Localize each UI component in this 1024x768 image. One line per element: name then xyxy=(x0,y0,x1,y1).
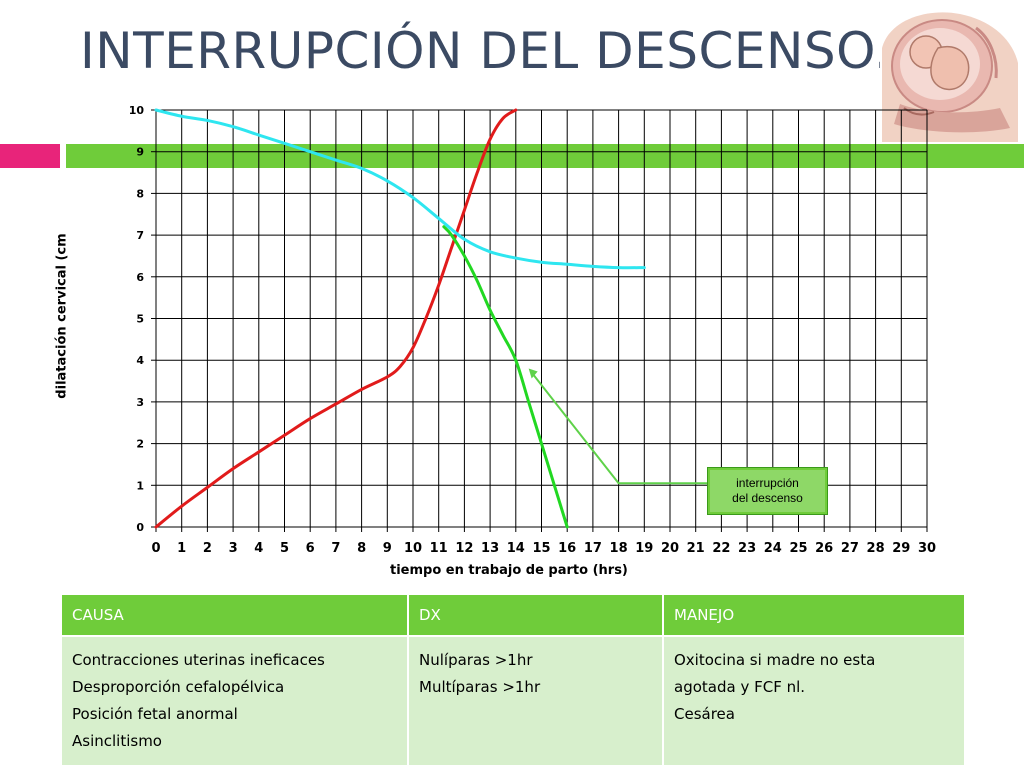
x-tick-label: 30 xyxy=(918,541,936,556)
table-cell-causa: Contracciones uterinas ineficaces Despro… xyxy=(60,635,409,767)
table-header-dx: DX xyxy=(407,593,664,637)
table-header-manejo: MANEJO xyxy=(662,593,966,637)
x-tick-label: 7 xyxy=(331,541,340,556)
y-tick-label: 2 xyxy=(136,438,144,451)
cell-line: Oxitocina si madre no esta xyxy=(674,651,876,669)
chart-y-axis-label: dilatación cervical (cm xyxy=(54,233,70,399)
x-tick-label: 22 xyxy=(712,541,730,556)
y-tick-label: 0 xyxy=(136,521,144,534)
y-tick-label: 9 xyxy=(136,146,144,159)
cell-line: Desproporción cefalopélvica xyxy=(72,678,285,696)
x-tick-label: 16 xyxy=(558,541,576,556)
cell-line: Nulíparas >1hr xyxy=(419,651,533,669)
y-tick-label: 1 xyxy=(136,479,144,492)
table-row: Contracciones uterinas ineficaces Despro… xyxy=(60,635,966,767)
table-header-causa: CAUSA xyxy=(60,593,409,637)
causes-table: CAUSA DX MANEJO Contracciones uterinas i… xyxy=(60,593,966,767)
slide-title: INTERRUPCIÓN DEL DESCENSO. xyxy=(80,22,891,80)
x-tick-label: 27 xyxy=(841,541,859,556)
x-tick-label: 14 xyxy=(507,541,525,556)
table-cell-manejo: Oxitocina si madre no esta agotada y FCF… xyxy=(662,635,966,767)
x-tick-label: 23 xyxy=(738,541,756,556)
annotation-connector xyxy=(530,371,707,485)
x-tick-label: 17 xyxy=(584,541,602,556)
y-tick-label: 7 xyxy=(136,229,144,242)
pink-accent-bar xyxy=(0,144,60,168)
y-tick-label: 8 xyxy=(136,187,144,200)
annotation-box: interrupción del descenso xyxy=(707,467,828,515)
x-tick-label: 21 xyxy=(687,541,705,556)
x-tick-label: 4 xyxy=(254,541,263,556)
table-cell-dx: Nulíparas >1hr Multíparas >1hr xyxy=(407,635,664,767)
x-tick-label: 18 xyxy=(610,541,628,556)
annotation-label-line1: interrupción xyxy=(736,476,799,490)
labor-chart: 0 1 2 3 4 5 6 7 8 9 10 11 12 13 14 15 16 17 18 19 20 21 22 23 24… xyxy=(129,104,936,556)
x-tick-label: 11 xyxy=(430,541,448,556)
y-tick-label: 3 xyxy=(136,396,144,409)
table-header-row: CAUSA DX MANEJO xyxy=(60,593,966,637)
x-tick-label: 2 xyxy=(203,541,212,556)
x-tick-label: 19 xyxy=(635,541,653,556)
y-tick-label: 10 xyxy=(129,104,145,117)
cell-line: Cesárea xyxy=(674,705,735,723)
x-tick-label: 12 xyxy=(455,541,473,556)
cell-line: Multíparas >1hr xyxy=(419,678,541,696)
green-accent-bar xyxy=(66,144,1024,168)
x-tick-label: 25 xyxy=(789,541,807,556)
x-tick-label: 6 xyxy=(306,541,315,556)
cell-line: Asinclitismo xyxy=(72,732,162,750)
y-tick-label: 6 xyxy=(136,271,144,284)
chart-x-axis-label: tiempo en trabajo de parto (hrs) xyxy=(390,563,628,578)
y-tick-label: 5 xyxy=(136,313,144,326)
x-tick-label: 13 xyxy=(481,541,499,556)
cell-line: agotada y FCF nl. xyxy=(674,678,806,696)
x-tick-label: 20 xyxy=(661,541,679,556)
annotation-label-line2: del descenso xyxy=(732,491,803,505)
y-tick-label: 4 xyxy=(136,354,144,367)
x-tick-label: 8 xyxy=(357,541,366,556)
x-tick-label: 26 xyxy=(815,541,833,556)
x-tick-label: 9 xyxy=(383,541,392,556)
x-tick-label: 1 xyxy=(177,541,186,556)
series-line-3 xyxy=(442,225,569,529)
x-tick-label: 28 xyxy=(867,541,885,556)
series-line-2 xyxy=(154,108,646,270)
x-tick-label: 0 xyxy=(151,541,160,556)
x-tick-label: 5 xyxy=(280,541,289,556)
x-tick-label: 24 xyxy=(764,541,782,556)
cell-line: Posición fetal anormal xyxy=(72,705,238,723)
x-tick-label: 15 xyxy=(532,541,550,556)
x-tick-label: 10 xyxy=(404,541,422,556)
series-line-1 xyxy=(154,108,518,529)
annotation-arrowhead xyxy=(528,368,538,379)
x-tick-label: 29 xyxy=(892,541,910,556)
cell-line: Contracciones uterinas ineficaces xyxy=(72,651,325,669)
x-tick-label: 3 xyxy=(229,541,238,556)
